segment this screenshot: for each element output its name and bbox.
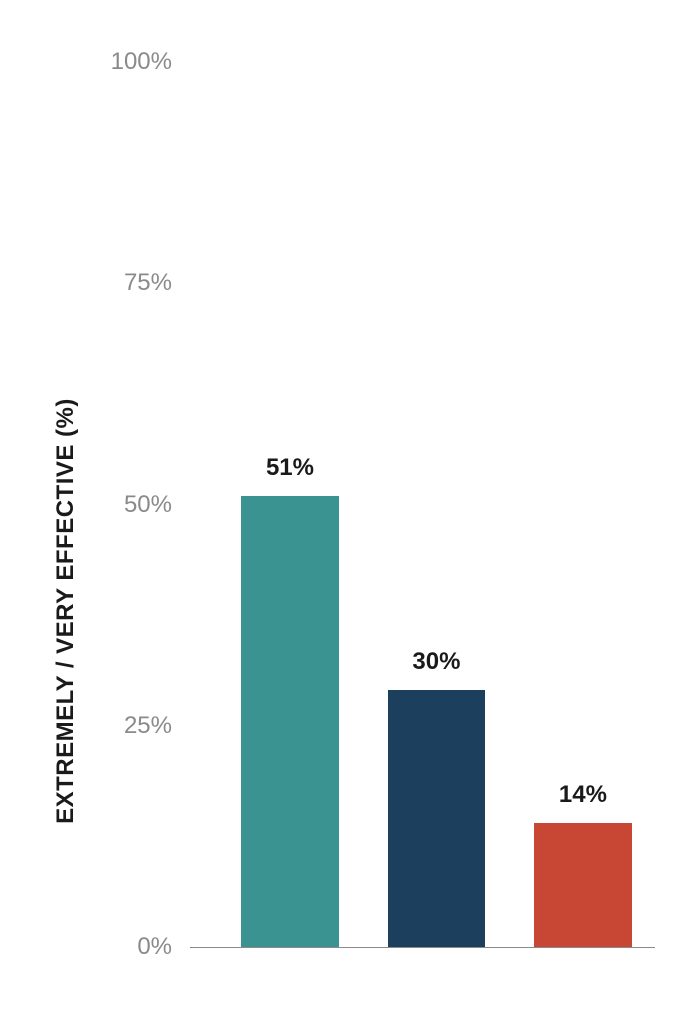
plot-area: 51% 30% 14%: [190, 62, 655, 947]
bar-chart: 51% 30% 14% 0% 25% 50% 75% 100% EXTREMELY / VER…: [0, 0, 677, 1032]
bar: [241, 496, 339, 947]
bar: [388, 690, 486, 947]
bar: [534, 823, 632, 947]
y-tick-label: 100%: [111, 48, 172, 76]
y-tick-label: 0%: [137, 933, 172, 961]
y-tick-label: 25%: [124, 712, 172, 740]
bar-value-label: 30%: [412, 648, 460, 676]
bar-value-label: 51%: [266, 454, 314, 482]
x-axis-line: [190, 947, 655, 948]
bar-value-label: 14%: [559, 781, 607, 809]
y-tick-label: 75%: [124, 269, 172, 297]
y-axis-title: EXTREMELY / VERY EFFECTIVE (%): [52, 398, 80, 824]
y-tick-label: 50%: [124, 491, 172, 519]
